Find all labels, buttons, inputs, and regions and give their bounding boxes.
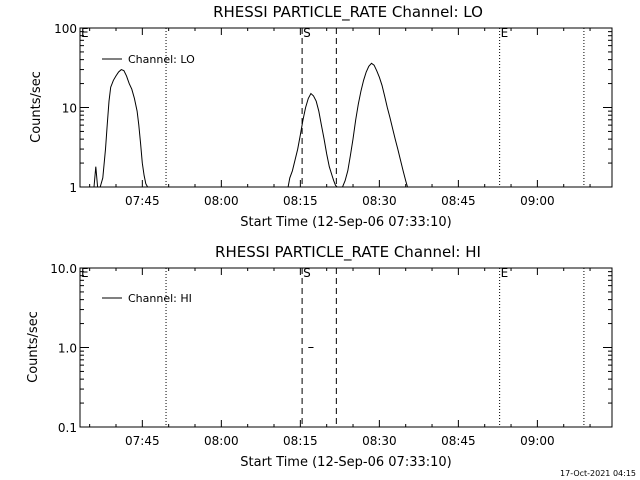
chart-title: RHESSI PARTICLE_RATE Channel: LO bbox=[213, 3, 483, 22]
time-marker-label: E bbox=[81, 26, 89, 40]
y-axis-label: Counts/sec bbox=[29, 71, 44, 143]
y-tick-label: 10 bbox=[62, 102, 77, 116]
x-tick-label: 08:00 bbox=[204, 434, 239, 448]
y-tick-label: 1.0 bbox=[58, 342, 77, 356]
x-tick-label: 09:00 bbox=[520, 194, 555, 208]
series-line bbox=[342, 62, 408, 188]
x-tick-label: 08:30 bbox=[362, 434, 397, 448]
y-ticks: 1 10 100 bbox=[54, 22, 612, 195]
x-tick-label: 08:00 bbox=[204, 194, 239, 208]
x-axis-label: Start Time (12-Sep-06 07:33:10) bbox=[240, 215, 451, 230]
legend-label: Channel: HI bbox=[128, 292, 192, 305]
series bbox=[93, 62, 408, 188]
series-line bbox=[93, 69, 149, 188]
x-tick-label: 08:30 bbox=[362, 194, 397, 208]
series-line bbox=[287, 92, 338, 188]
timestamp: 17-Oct-2021 04:15 bbox=[560, 469, 636, 478]
lo-channel-panel: RHESSI PARTICLE_RATE Channel: LO Start T… bbox=[29, 3, 613, 230]
x-axis-label: Start Time (12-Sep-06 07:33:10) bbox=[240, 455, 451, 470]
y-ticks: 0.1 1.0 10.0 bbox=[50, 262, 612, 435]
chart-title: RHESSI PARTICLE_RATE Channel: HI bbox=[215, 243, 481, 262]
time-marker-label: E bbox=[81, 266, 89, 280]
y-tick-label: 1 bbox=[69, 181, 77, 195]
y-tick-label: 100 bbox=[54, 22, 77, 36]
time-marker-label: E bbox=[501, 26, 509, 40]
x-tick-label: 08:15 bbox=[283, 434, 318, 448]
legend-label: Channel: LO bbox=[128, 53, 195, 66]
x-tick-label: 07:45 bbox=[125, 434, 160, 448]
x-tick-label: 08:45 bbox=[441, 434, 476, 448]
y-tick-label: 0.1 bbox=[58, 421, 77, 435]
y-tick-label: 10.0 bbox=[50, 262, 77, 276]
time-marker-label: S bbox=[303, 26, 311, 40]
y-axis-label: Counts/sec bbox=[26, 311, 41, 383]
time-marker-label: S bbox=[303, 266, 311, 280]
x-ticks: 07:45 08:00 08:15 08:30 08:45 09:00 bbox=[89, 28, 591, 208]
x-tick-label: 08:15 bbox=[283, 194, 318, 208]
x-tick-label: 07:45 bbox=[125, 194, 160, 208]
time-marker-label: E bbox=[501, 266, 509, 280]
hi-channel-panel: RHESSI PARTICLE_RATE Channel: HI Start T… bbox=[26, 243, 613, 470]
x-ticks: 07:45 08:00 08:15 08:30 08:45 09:00 bbox=[89, 268, 591, 448]
plot-frame bbox=[79, 27, 613, 188]
x-tick-label: 08:45 bbox=[441, 194, 476, 208]
x-tick-label: 09:00 bbox=[520, 434, 555, 448]
